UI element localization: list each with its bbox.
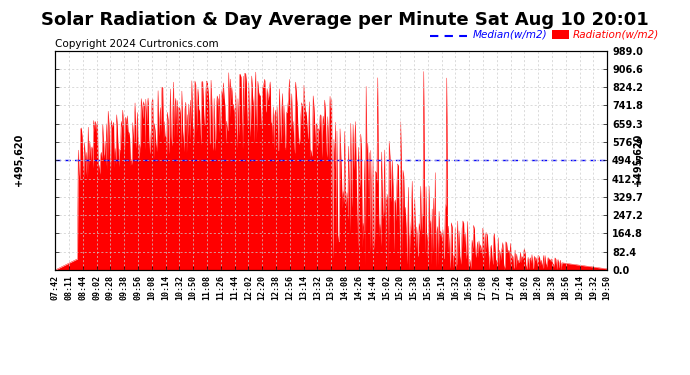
Text: Copyright 2024 Curtronics.com: Copyright 2024 Curtronics.com [55, 39, 219, 50]
Text: Median(w/m2): Median(w/m2) [473, 29, 547, 39]
Text: +495,620: +495,620 [14, 134, 24, 186]
Text: Radiation(w/m2): Radiation(w/m2) [573, 29, 659, 39]
Text: Solar Radiation & Day Average per Minute Sat Aug 10 20:01: Solar Radiation & Day Average per Minute… [41, 11, 649, 29]
Text: +495,620: +495,620 [633, 134, 642, 186]
